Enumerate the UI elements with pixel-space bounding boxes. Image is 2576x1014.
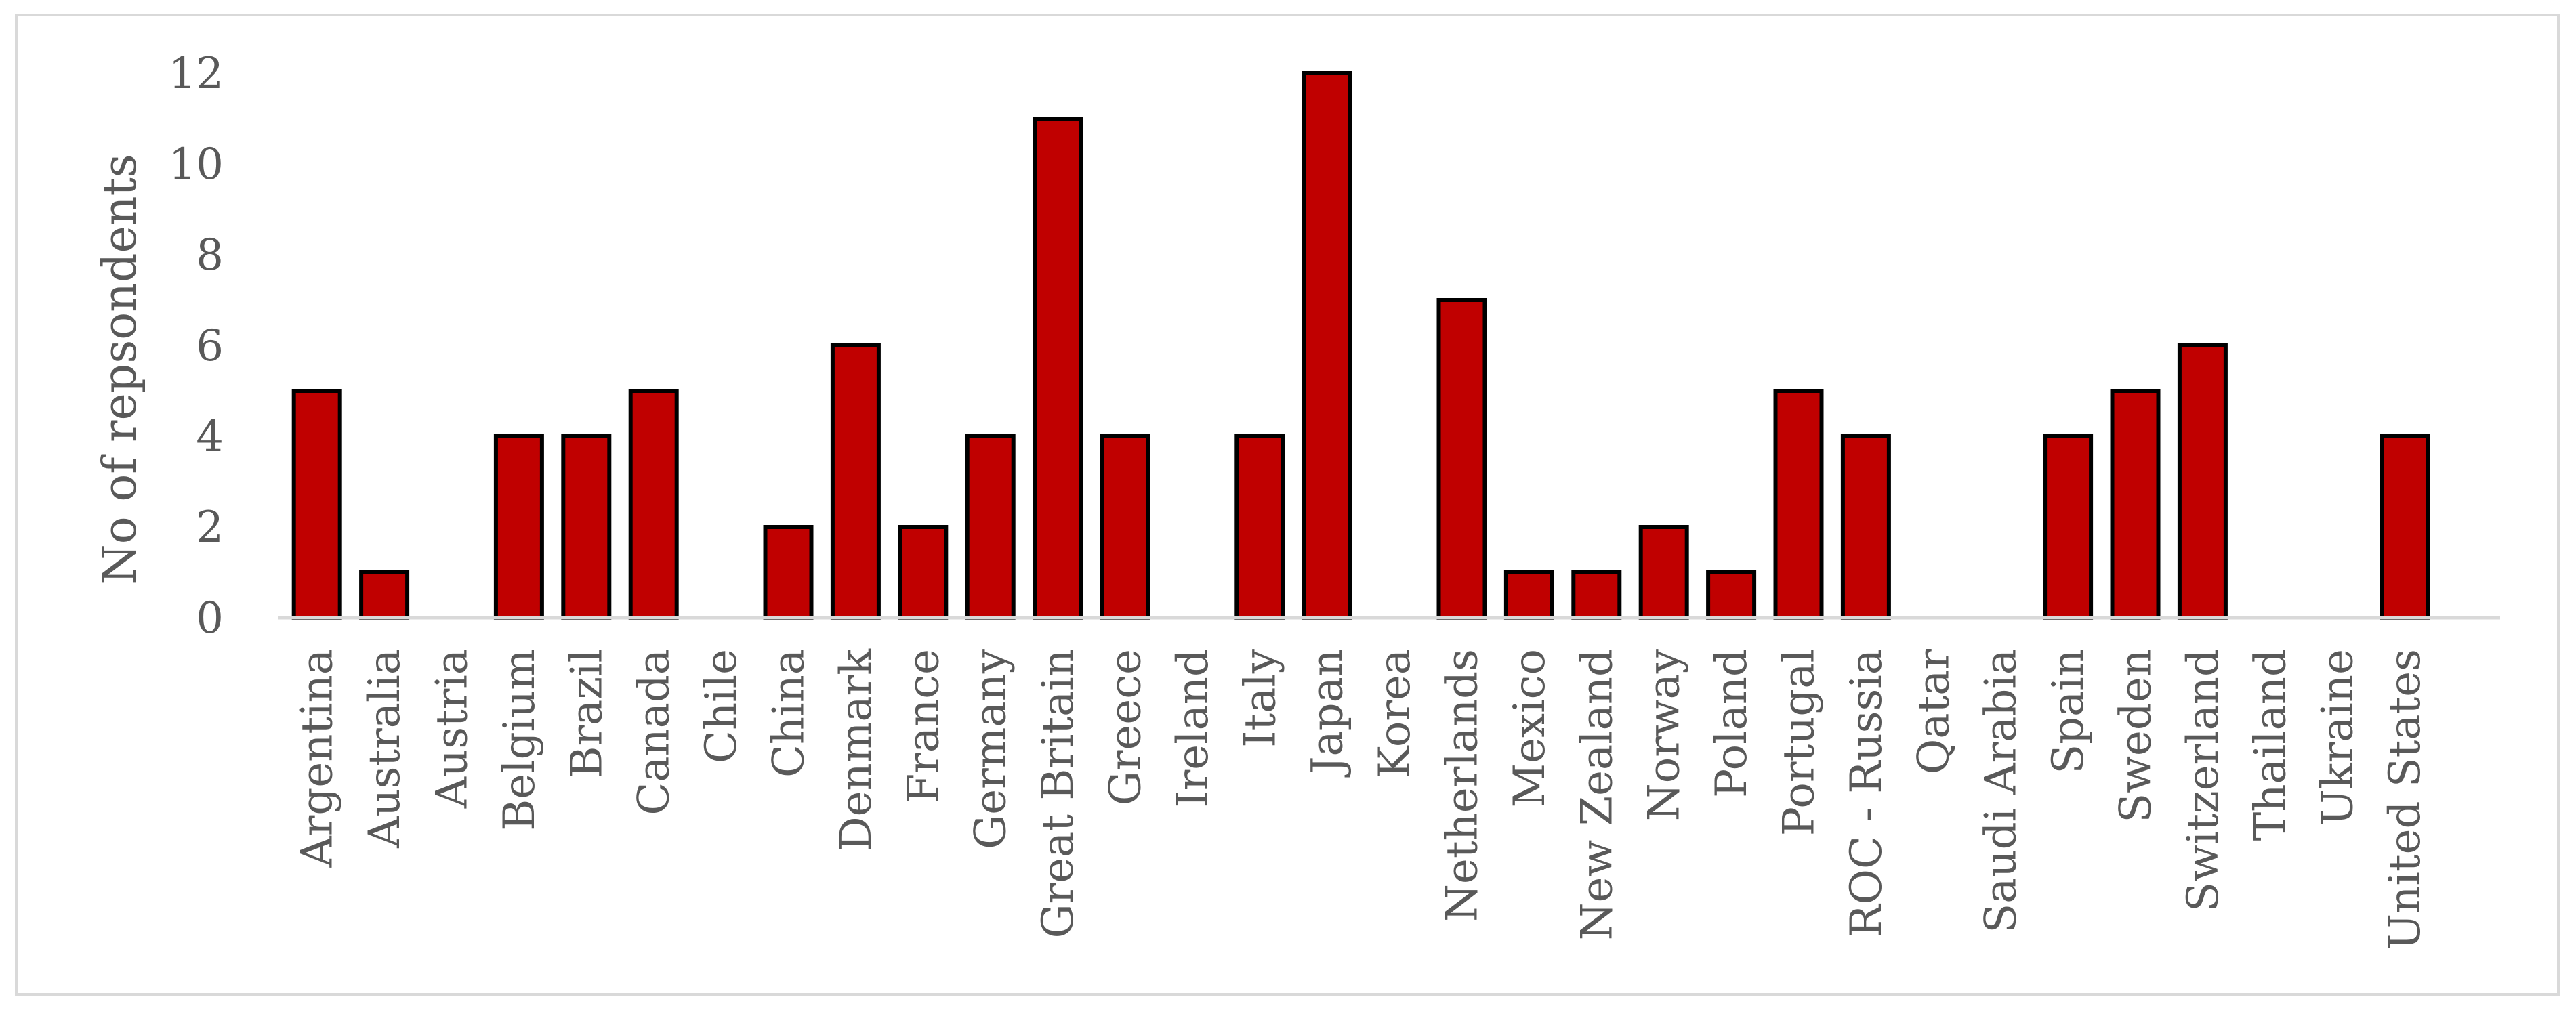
y-tick-label: 4 [196, 412, 224, 462]
bar-great-britain [1033, 117, 1083, 620]
x-tick-label: France [898, 649, 949, 803]
bar-roc-russia [1840, 434, 1891, 620]
x-tick-label: Argentina [293, 649, 343, 868]
x-tick-label: Australia [360, 649, 410, 849]
x-tick-label: Belgium [495, 649, 545, 831]
bar-italy [1234, 434, 1285, 620]
y-tick-label: 6 [196, 321, 224, 371]
bar-australia [359, 570, 410, 620]
bar-france [898, 525, 949, 620]
x-tick-label: Mexico [1505, 649, 1555, 807]
bar-sweden [2110, 389, 2161, 620]
x-tick-label: Japan [1303, 649, 1353, 778]
bar-belgium [493, 434, 544, 620]
x-tick-label: Great Britain [1033, 649, 1083, 938]
x-tick-label: Austria [428, 649, 478, 809]
x-tick-label: Switzerland [2178, 649, 2228, 912]
x-tick-label: China [764, 649, 814, 778]
bar-netherlands [1436, 298, 1487, 620]
x-tick-label: Greece [1101, 649, 1151, 805]
x-tick-label: Italy [1235, 649, 1285, 748]
bar-greece [1100, 434, 1150, 620]
y-axis-title: No of repsondents [94, 154, 147, 584]
x-tick-label: Portugal [1774, 649, 1825, 836]
x-axis: Argentina Australia Austria Belgium Brazil Ca… [278, 616, 2500, 950]
x-tick-label: Korea [1370, 649, 1420, 778]
bar-denmark [830, 343, 881, 620]
bar-portugal [1773, 389, 1824, 620]
x-tick-label: United States [2380, 649, 2430, 950]
y-tick-label: 0 [196, 593, 224, 643]
bar-canada [628, 389, 679, 620]
bar-spain [2043, 434, 2094, 620]
x-tick-label: Poland [1707, 649, 1757, 798]
x-tick-label: Brazil [562, 649, 612, 778]
y-tick-label: 10 [169, 140, 224, 190]
x-tick-label: Spain [2043, 649, 2094, 774]
bar-germany [965, 434, 1016, 620]
bar-norway [1638, 525, 1689, 620]
x-tick-label: Chile [697, 649, 747, 763]
x-tick-label: Qatar [1909, 649, 1959, 775]
x-tick-label: Thailand [2245, 649, 2295, 841]
x-tick-label: New Zealand [1572, 649, 1622, 940]
x-tick-label: Norway [1640, 649, 1690, 821]
y-tick-label: 2 [196, 503, 224, 553]
bars [291, 71, 2430, 620]
x-tick-label: Denmark [831, 648, 881, 851]
bar-argentina [291, 389, 342, 620]
bar-switzerland [2177, 343, 2228, 620]
x-tick-label: ROC - Russia [1842, 649, 1892, 937]
x-tick-label: Canada [629, 649, 680, 816]
bar-mexico [1503, 570, 1554, 620]
bar-brazil [561, 434, 612, 620]
bar-japan [1302, 71, 1352, 620]
x-tick-label: Sweden [2111, 649, 2161, 823]
bar-poland [1706, 570, 1757, 620]
x-tick-label: Ireland [1168, 649, 1218, 808]
x-tick-label: Saudi Arabia [1976, 649, 2027, 933]
x-tick-label: Ukraine [2313, 649, 2363, 826]
bar-united-states [2380, 434, 2430, 620]
x-tick-label: Germany [966, 649, 1016, 849]
bar-new-zealand [1571, 570, 1622, 620]
y-tick-label: 12 [169, 49, 224, 99]
y-axis: 0 2 4 6 8 10 12 [169, 49, 224, 643]
bar-china [763, 525, 814, 620]
x-tick-label: Netherlands [1438, 649, 1488, 922]
y-tick-label: 8 [196, 230, 224, 280]
